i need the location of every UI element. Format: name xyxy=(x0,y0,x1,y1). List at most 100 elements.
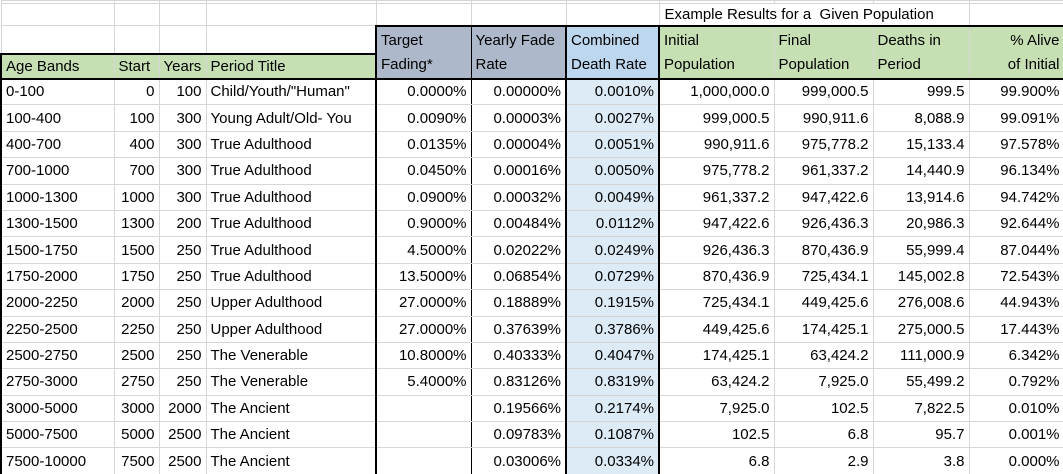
cell-yearly-fade-rate[interactable]: 0.83126% xyxy=(470,368,567,396)
cell-combined-death-rate[interactable]: 0.0729% xyxy=(565,262,660,291)
cell-final-population[interactable]: 999,000.5 xyxy=(773,77,874,106)
cell-yearly-fade-rate[interactable]: 0.00003% xyxy=(470,104,567,132)
cell-target-fading[interactable] xyxy=(375,394,472,423)
cell-age-bands[interactable]: 1000-1300 xyxy=(0,183,115,211)
cell-period-title[interactable]: The Venerable xyxy=(205,368,377,396)
cell-target-fading[interactable]: 27.0000% xyxy=(375,315,472,343)
empty-cell[interactable] xyxy=(0,25,115,54)
cell-combined-death-rate[interactable]: 0.0010% xyxy=(565,77,660,106)
cell-yearly-fade-rate[interactable]: 0.00000% xyxy=(470,77,567,106)
cell-target-fading[interactable]: 13.5000% xyxy=(375,262,472,291)
cell-age-bands[interactable]: 0-100 xyxy=(0,77,115,106)
cell-target-fading[interactable]: 0.0450% xyxy=(375,157,472,185)
cell-deaths-in-period[interactable]: 55,499.2 xyxy=(872,368,970,396)
col-header-combined-death-rate[interactable]: Combined Death Rate xyxy=(565,24,660,80)
cell-final-population[interactable]: 947,422.6 xyxy=(773,183,874,211)
cell-period-title[interactable]: True Adulthood xyxy=(205,262,377,291)
cell-period-title[interactable]: The Ancient xyxy=(205,394,377,423)
cell-deaths-in-period[interactable]: 95.7 xyxy=(872,421,970,449)
cell-start[interactable]: 3000 xyxy=(113,394,160,423)
cell-target-fading[interactable]: 0.9000% xyxy=(375,209,472,238)
cell-initial-population[interactable]: 990,911.6 xyxy=(658,130,775,159)
cell-years[interactable]: 300 xyxy=(158,130,207,159)
cell-target-fading[interactable]: 5.4000% xyxy=(375,368,472,396)
cell-start[interactable]: 1300 xyxy=(113,209,160,238)
cell-start[interactable]: 2750 xyxy=(113,368,160,396)
cell-start[interactable]: 400 xyxy=(113,130,160,159)
cell-age-bands[interactable]: 100-400 xyxy=(0,104,115,132)
cell-deaths-in-period[interactable]: 111,000.9 xyxy=(872,341,970,370)
cell-period-title[interactable]: True Adulthood xyxy=(205,209,377,238)
cell-age-bands[interactable]: 2500-2750 xyxy=(0,341,115,370)
cell-years[interactable]: 250 xyxy=(158,315,207,343)
cell-pct-alive-of-initial[interactable]: 0.792% xyxy=(968,368,1063,396)
cell-initial-population[interactable]: 102.5 xyxy=(658,421,775,449)
cell-initial-population[interactable]: 63,424.2 xyxy=(658,368,775,396)
cell-target-fading[interactable] xyxy=(375,421,472,449)
cell-final-population[interactable]: 975,778.2 xyxy=(773,130,874,159)
cell-start[interactable]: 1500 xyxy=(113,236,160,264)
cell-age-bands[interactable]: 3000-5000 xyxy=(0,394,115,423)
cell-start[interactable]: 100 xyxy=(113,104,160,132)
cell-pct-alive-of-initial[interactable]: 94.742% xyxy=(968,183,1063,211)
col-header-final-population[interactable]: Final Population xyxy=(773,24,874,80)
empty-cell[interactable] xyxy=(158,25,207,54)
col-header-start[interactable]: Start xyxy=(113,52,160,80)
cell-yearly-fade-rate[interactable]: 0.00032% xyxy=(470,183,567,211)
empty-cell[interactable] xyxy=(968,3,1063,26)
cell-yearly-fade-rate[interactable]: 0.02022% xyxy=(470,236,567,264)
cell-age-bands[interactable]: 700-1000 xyxy=(0,157,115,185)
cell-period-title[interactable]: The Venerable xyxy=(205,341,377,370)
cell-pct-alive-of-initial[interactable]: 0.001% xyxy=(968,421,1063,449)
cell-combined-death-rate[interactable]: 0.1087% xyxy=(565,421,660,449)
cell-final-population[interactable]: 961,337.2 xyxy=(773,157,874,185)
cell-start[interactable]: 5000 xyxy=(113,421,160,449)
cell-period-title[interactable]: True Adulthood xyxy=(205,157,377,185)
col-header-years[interactable]: Years xyxy=(158,52,207,80)
cell-deaths-in-period[interactable]: 7,822.5 xyxy=(872,394,970,423)
cell-period-title[interactable]: Upper Adulthood xyxy=(205,289,377,317)
cell-initial-population[interactable]: 999,000.5 xyxy=(658,104,775,132)
cell-pct-alive-of-initial[interactable]: 87.044% xyxy=(968,236,1063,264)
cell-age-bands[interactable]: 1300-1500 xyxy=(0,209,115,238)
cell-start[interactable]: 2250 xyxy=(113,315,160,343)
empty-cell[interactable] xyxy=(375,3,472,26)
empty-cell[interactable] xyxy=(113,3,160,26)
cell-initial-population[interactable]: 870,436.9 xyxy=(658,262,775,291)
cell-target-fading[interactable]: 10.8000% xyxy=(375,341,472,370)
cell-period-title[interactable]: True Adulthood xyxy=(205,183,377,211)
cell-years[interactable]: 300 xyxy=(158,157,207,185)
empty-cell[interactable] xyxy=(158,3,207,26)
cell-period-title[interactable]: Upper Adulthood xyxy=(205,315,377,343)
cell-target-fading[interactable]: 0.0135% xyxy=(375,130,472,159)
col-header-age-bands[interactable]: Age Bands xyxy=(0,52,115,80)
cell-start[interactable]: 1000 xyxy=(113,183,160,211)
cell-deaths-in-period[interactable]: 145,002.8 xyxy=(872,262,970,291)
cell-target-fading[interactable]: 0.0090% xyxy=(375,104,472,132)
sheet-title[interactable]: Example Results for a Given Population xyxy=(658,3,970,26)
cell-final-population[interactable]: 870,436.9 xyxy=(773,236,874,264)
cell-initial-population[interactable]: 947,422.6 xyxy=(658,209,775,238)
cell-combined-death-rate[interactable]: 0.4047% xyxy=(565,341,660,370)
cell-deaths-in-period[interactable]: 14,440.9 xyxy=(872,157,970,185)
cell-deaths-in-period[interactable]: 999.5 xyxy=(872,77,970,106)
cell-pct-alive-of-initial[interactable]: 99.091% xyxy=(968,104,1063,132)
cell-years[interactable]: 250 xyxy=(158,341,207,370)
cell-deaths-in-period[interactable]: 13,914.6 xyxy=(872,183,970,211)
cell-target-fading[interactable]: 4.5000% xyxy=(375,236,472,264)
cell-age-bands[interactable]: 7500-10000 xyxy=(0,447,115,474)
cell-years[interactable]: 2500 xyxy=(158,447,207,474)
cell-final-population[interactable]: 6.8 xyxy=(773,421,874,449)
cell-combined-death-rate[interactable]: 0.0049% xyxy=(565,183,660,211)
cell-combined-death-rate[interactable]: 0.0027% xyxy=(565,104,660,132)
cell-initial-population[interactable]: 725,434.1 xyxy=(658,289,775,317)
cell-start[interactable]: 0 xyxy=(113,77,160,106)
col-header-initial-population[interactable]: Initial Population xyxy=(658,24,775,80)
cell-start[interactable]: 2500 xyxy=(113,341,160,370)
empty-cell[interactable] xyxy=(0,3,115,26)
cell-period-title[interactable]: True Adulthood xyxy=(205,236,377,264)
cell-final-population[interactable]: 102.5 xyxy=(773,394,874,423)
cell-combined-death-rate[interactable]: 0.2174% xyxy=(565,394,660,423)
cell-pct-alive-of-initial[interactable]: 72.543% xyxy=(968,262,1063,291)
cell-years[interactable]: 200 xyxy=(158,209,207,238)
